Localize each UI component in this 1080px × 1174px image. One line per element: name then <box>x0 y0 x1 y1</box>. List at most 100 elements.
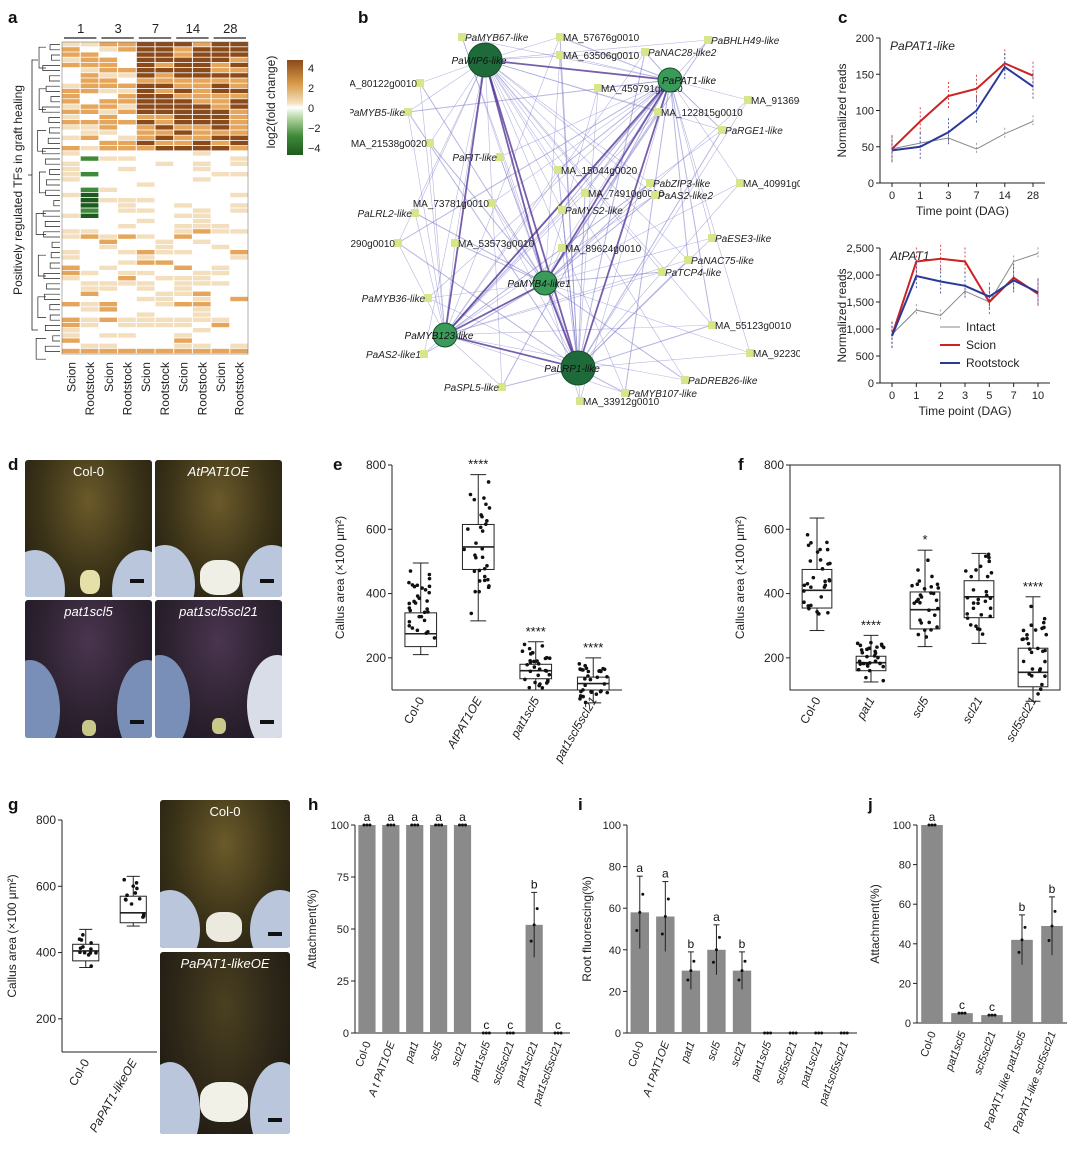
network-edge <box>444 36 561 336</box>
heatmap-cell <box>80 234 99 239</box>
heatmap-cell <box>155 296 174 302</box>
network-edge <box>397 242 579 369</box>
heatmap-cell <box>211 198 230 203</box>
heatmap-cell <box>155 312 174 317</box>
y-tick-label: 50 <box>337 924 349 936</box>
heatmap-cell <box>155 307 174 312</box>
heatmap-cell <box>230 140 248 146</box>
heatmap-cell <box>62 198 80 203</box>
network-edge <box>484 59 503 388</box>
data-point <box>666 897 670 901</box>
data-point <box>1043 674 1047 678</box>
data-point <box>533 680 537 685</box>
heatmap-cell <box>192 156 211 161</box>
heatmap-cell <box>62 104 80 109</box>
data-point <box>935 582 940 587</box>
heatmap-cell <box>174 296 192 302</box>
data-point <box>124 898 128 902</box>
heatmap-cell <box>211 255 230 260</box>
heatmap-cell <box>230 255 248 260</box>
y-tick-label: 100 <box>856 106 874 118</box>
data-point <box>974 624 978 628</box>
heatmap-cell <box>174 68 192 73</box>
network-edge-strong <box>484 59 579 369</box>
data-point <box>918 600 922 605</box>
y-tick-label: 600 <box>36 879 56 893</box>
heatmap-cell <box>155 78 174 83</box>
heatmap-cell <box>211 135 230 140</box>
data-point <box>520 649 525 654</box>
data-point <box>527 646 532 651</box>
heatmap-cell <box>230 276 248 281</box>
y-tick-label: 400 <box>36 946 56 960</box>
heatmap-cell <box>80 296 99 302</box>
data-point <box>408 569 413 573</box>
heatmap-cell <box>80 130 99 135</box>
heatmap-cell <box>174 151 192 156</box>
network-edge <box>484 59 686 381</box>
data-point <box>588 677 593 682</box>
heatmap-cell <box>192 286 211 291</box>
bar <box>707 949 726 1033</box>
heatmap-cell <box>62 156 80 161</box>
heatmap-cell <box>136 192 155 198</box>
heatmap-cell <box>155 125 174 130</box>
data-point <box>916 568 920 572</box>
heatmap-cell <box>155 166 174 172</box>
panel-label-i: i <box>578 795 583 814</box>
dendrogram-branch <box>37 130 46 152</box>
data-point <box>856 667 861 672</box>
network-node <box>426 139 434 147</box>
heatmap-cell <box>99 244 118 250</box>
heatmap-cell <box>62 140 80 146</box>
significance-label: **** <box>468 457 488 472</box>
box <box>909 591 941 630</box>
heatmap-cell <box>99 146 118 151</box>
data-point <box>968 623 973 627</box>
heatmap-cell <box>136 229 155 234</box>
data-point <box>1047 939 1051 943</box>
heatmap-cell <box>80 348 99 354</box>
significance-letter: b <box>1049 882 1056 896</box>
y-tick-label: 800 <box>764 458 784 472</box>
heatmap-cell <box>155 161 174 166</box>
significance-letter: a <box>662 867 669 881</box>
network-edge <box>624 79 671 394</box>
network-edge <box>414 59 486 214</box>
network-edge <box>484 39 709 61</box>
barchart-j: 0 20 40 60 80 100 Attachment(%) a c c b b Col-0 pat1s… <box>868 810 1067 1135</box>
heatmap-cell <box>136 68 155 73</box>
heatmap-cell <box>118 260 136 265</box>
heatmap-cell <box>62 296 80 302</box>
heatmap-cell <box>118 187 136 192</box>
network-node-label: PaMYB107-like <box>628 389 697 400</box>
heatmap-cell <box>211 172 230 177</box>
series-line-scion <box>891 62 1034 150</box>
heatmap-cell <box>155 198 174 203</box>
heatmap-cell <box>118 286 136 291</box>
heatmap-cell <box>99 42 118 47</box>
heatmap-cell <box>192 250 211 255</box>
data-point <box>987 1013 991 1017</box>
callus <box>200 1082 248 1122</box>
heatmap-cell <box>211 83 230 88</box>
data-point <box>82 950 87 955</box>
network-node-label: MA_80122g0010 <box>350 79 417 90</box>
network-edge-strong <box>484 59 671 81</box>
heatmap-cell <box>99 296 118 302</box>
x-tick-label: 0 <box>889 390 895 402</box>
heatmap-cell <box>174 234 192 239</box>
data-point <box>586 674 590 678</box>
network-edge <box>579 79 671 402</box>
data-point <box>960 1011 964 1015</box>
network-node <box>394 239 402 247</box>
network-node-label: MA_451290g0010 <box>350 239 395 250</box>
data-point <box>817 612 821 616</box>
data-point <box>788 1031 792 1035</box>
y-tick-label: 600 <box>366 522 386 536</box>
heatmap-cell <box>136 172 155 177</box>
data-point <box>577 662 582 666</box>
network-node <box>704 36 712 44</box>
colorbar-rect <box>287 60 303 155</box>
bar <box>525 924 543 1033</box>
